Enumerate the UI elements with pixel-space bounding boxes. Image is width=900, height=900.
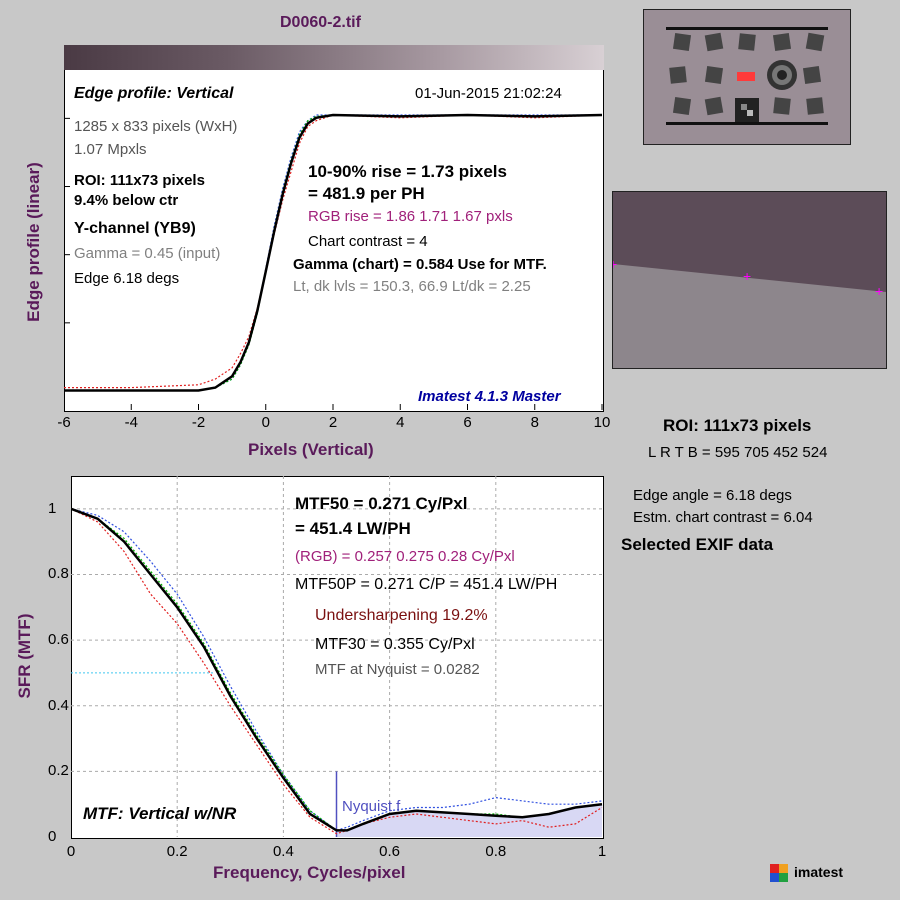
edge-angle: Edge 6.18 degs [74, 270, 180, 287]
imatest-logo-text: imatest [794, 864, 844, 880]
svg-text:+: + [613, 256, 617, 272]
nyquist-mtf: MTF at Nyquist = 0.0282 [315, 661, 480, 678]
chart-thumbnail-art [666, 27, 828, 125]
megapixels: 1.07 Mpxls [74, 141, 147, 158]
edge-x-tick-label: 6 [463, 414, 472, 431]
rise-line1: 10-90% rise = 1.73 pixels [308, 162, 507, 181]
mtf-series-r [71, 508, 603, 835]
mtf50-line1: MTF50 = 0.271 Cy/Pxl [295, 494, 468, 513]
mtf-x-tick-label: 0.8 [485, 843, 507, 860]
mtf-corner-label: MTF: Vertical w/NR [83, 804, 237, 823]
gradient-bar [64, 45, 604, 70]
mtf-x-tick-label: 0.4 [272, 843, 294, 860]
image-size: 1285 x 833 pixels (WxH) [74, 118, 238, 135]
light-dark-levels: Lt, dk lvls = 150.3, 66.9 Lt/dk = 2.25 [293, 278, 531, 295]
mtf-plot [71, 476, 603, 837]
below-center: 9.4% below ctr [74, 192, 179, 209]
side-estm-contrast: Estm. chart contrast = 6.04 [633, 509, 813, 526]
mtf-panel [71, 476, 604, 839]
rise-line2: = 481.9 per PH [308, 184, 425, 203]
rgb-mtf50: (RGB) = 0.257 0.275 0.28 Cy/Pxl [295, 548, 515, 565]
chart-contrast: Chart contrast = 4 [308, 233, 428, 250]
edge-x-tick-label: 4 [396, 414, 405, 431]
edge-x-tick-label: -4 [124, 414, 138, 431]
mtf-x-tick-label: 0.6 [379, 843, 401, 860]
side-roi: ROI: 111x73 pixels [663, 416, 812, 435]
gamma-chart: Gamma (chart) = 0.584 Use for MTF. [293, 256, 547, 273]
roi-text: ROI: 111x73 pixels [74, 172, 205, 189]
edge-x-tick-label: 8 [530, 414, 539, 431]
mtf-series-y [71, 507, 603, 832]
side-edge-angle: Edge angle = 6.18 degs [633, 487, 792, 504]
edge-profile-panel [64, 69, 604, 412]
chart-thumbnail [643, 9, 851, 145]
imatest-logo [768, 862, 790, 889]
mtf-series-b [71, 508, 603, 832]
nyquist-label: Nyquist f [342, 798, 401, 815]
svg-text:+: + [875, 283, 883, 299]
timestamp: 01-Jun-2015 21:02:24 [415, 85, 562, 102]
mtf-x-axis-label: Frequency, Cycles/pixel [213, 863, 406, 882]
edge-x-tick-label: -6 [57, 414, 71, 431]
mtf-y-tick-label: 0 [48, 828, 57, 845]
mtf-y-axis-label: SFR (MTF) [15, 613, 34, 699]
roi-crop: + + + [612, 191, 887, 369]
edge-x-axis-label: Pixels (Vertical) [248, 440, 374, 459]
imatest-logo-icon [770, 864, 788, 882]
channel: Y-channel (YB9) [74, 220, 196, 237]
mtf-y-tick-label: 0.6 [48, 631, 69, 649]
mtf-y-tick-label: 1 [48, 499, 57, 517]
edge-series-y [64, 113, 603, 392]
mtf-x-tick-label: 0 [66, 843, 76, 860]
edge-x-tick-label: 2 [328, 414, 338, 431]
mtf-y-tick-label: 0.4 [48, 696, 69, 714]
edge-x-tick-label: 10 [593, 414, 611, 431]
mtf-y-tick-label: 0.8 [48, 565, 69, 583]
edge-x-tick-label: -2 [191, 414, 206, 431]
gamma-input: Gamma = 0.45 (input) [74, 245, 221, 262]
rgb-rise: RGB rise = 1.86 1.71 1.67 pxls [308, 208, 513, 225]
mtf50-line2: = 451.4 LW/PH [295, 519, 411, 538]
side-lrtb: L R T B = 595 705 452 524 [648, 444, 828, 461]
mtf30: MTF30 = 0.355 Cy/Pxl [315, 636, 475, 653]
exif-heading: Selected EXIF data [621, 535, 774, 554]
version-label: Imatest 4.1.3 Master [418, 388, 561, 405]
edge-profile-plot [64, 113, 603, 410]
edge-heading: Edge profile: Vertical [74, 85, 234, 102]
roi-crop-art: + + + [613, 192, 886, 368]
mtf-y-tick-label: 0.2 [48, 762, 69, 780]
edge-y-axis-label: Edge profile (linear) [24, 162, 43, 322]
svg-text:+: + [743, 268, 751, 284]
edge-x-tick-label: 0 [261, 414, 270, 431]
undersharpening: Undersharpening 19.2% [315, 607, 488, 624]
mtf-x-tick-label: 0.2 [166, 843, 188, 860]
mtf50p: MTF50P = 0.271 C/P = 451.4 LW/PH [295, 576, 558, 593]
file-title: D0060-2.tif [280, 14, 361, 31]
mtf-x-tick-label: 1 [597, 843, 607, 860]
